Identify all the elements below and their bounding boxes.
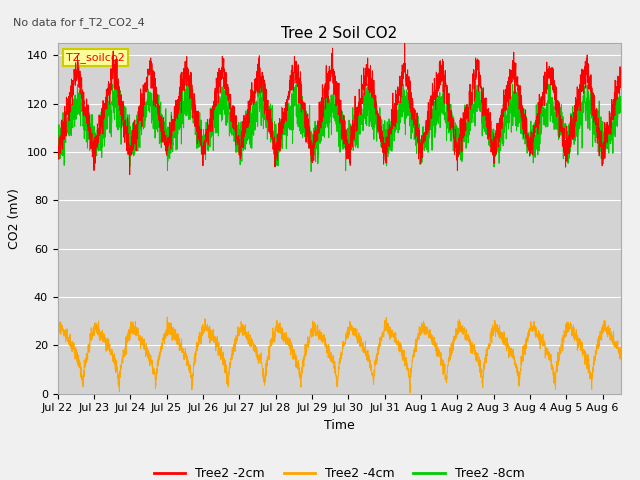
X-axis label: Time: Time (324, 419, 355, 432)
Y-axis label: CO2 (mV): CO2 (mV) (8, 188, 21, 249)
Text: No data for f_T2_CO2_4: No data for f_T2_CO2_4 (13, 17, 145, 28)
Text: TZ_soilco2: TZ_soilco2 (66, 52, 125, 63)
Title: Tree 2 Soil CO2: Tree 2 Soil CO2 (281, 25, 397, 41)
Legend: Tree2 -2cm, Tree2 -4cm, Tree2 -8cm: Tree2 -2cm, Tree2 -4cm, Tree2 -8cm (149, 462, 529, 480)
